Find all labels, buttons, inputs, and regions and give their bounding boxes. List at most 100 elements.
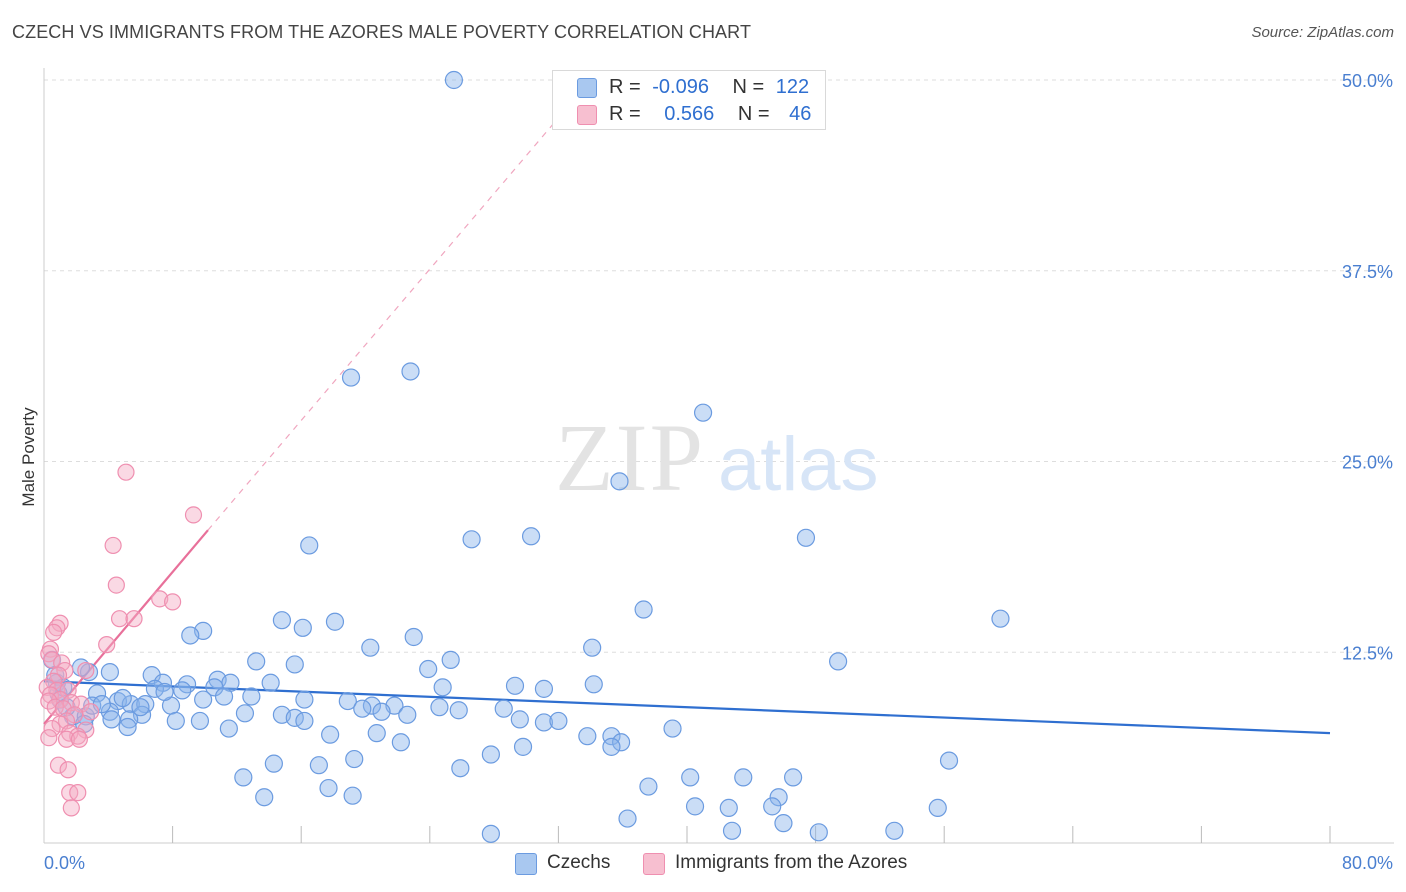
legend-swatch-czech bbox=[577, 78, 597, 98]
azores-point bbox=[45, 623, 63, 642]
czech-point bbox=[681, 768, 700, 787]
czech-point bbox=[341, 368, 361, 387]
legend-n-label: N = bbox=[737, 103, 770, 125]
azores-point bbox=[51, 614, 69, 632]
czech-point bbox=[295, 711, 314, 731]
czech-point bbox=[639, 777, 658, 796]
czech-point bbox=[391, 733, 410, 752]
czech-point bbox=[235, 704, 255, 723]
czech-point bbox=[113, 688, 132, 708]
czech-point bbox=[247, 652, 266, 671]
czech-point bbox=[796, 528, 816, 547]
source-note: Source: ZipAtlas.com bbox=[1251, 24, 1394, 41]
czech-point bbox=[155, 682, 174, 702]
watermark: ZIP atlas bbox=[555, 404, 879, 511]
czech-point bbox=[361, 638, 380, 657]
azores-trend-extension bbox=[207, 79, 592, 531]
czech-point bbox=[549, 711, 568, 731]
czech-point bbox=[293, 618, 312, 637]
bottom-legend-swatch-czechs bbox=[515, 853, 537, 875]
azores-point bbox=[59, 761, 77, 779]
czech-point bbox=[319, 778, 338, 798]
czech-point bbox=[663, 719, 682, 738]
azores-point bbox=[164, 593, 182, 611]
azores-point bbox=[82, 703, 100, 721]
legend-r-label: R = bbox=[609, 76, 641, 98]
czech-point bbox=[131, 698, 150, 717]
czech-point bbox=[419, 659, 438, 679]
azores-trend-line bbox=[43, 529, 209, 725]
czech-point bbox=[214, 687, 234, 706]
bottom-legend-label-azores: Immigrants from the Azores bbox=[675, 852, 908, 873]
czech-point bbox=[345, 749, 364, 769]
azores-point bbox=[45, 672, 63, 690]
czech-point bbox=[939, 751, 959, 770]
czech-point bbox=[693, 403, 713, 422]
czech-point bbox=[481, 745, 500, 764]
czech-point bbox=[829, 652, 848, 671]
czech-point bbox=[321, 725, 340, 744]
czech-point bbox=[309, 756, 328, 775]
czech-point bbox=[194, 690, 213, 709]
legend-r-value: 0.566 bbox=[664, 103, 715, 125]
czech-point bbox=[583, 638, 602, 657]
azores-point bbox=[104, 536, 122, 555]
azores-point bbox=[107, 576, 125, 594]
czech-point bbox=[634, 600, 653, 619]
czech-point bbox=[610, 472, 629, 491]
azores-point bbox=[62, 799, 80, 817]
czech-point bbox=[261, 673, 280, 692]
czech-point bbox=[190, 711, 210, 731]
czech-point bbox=[173, 681, 192, 700]
azores-point bbox=[98, 636, 116, 654]
y-tick-label: 12.5% bbox=[1342, 643, 1393, 663]
azores-point bbox=[77, 661, 95, 680]
czech-point bbox=[809, 823, 828, 842]
azores-point bbox=[43, 651, 61, 669]
czech-point bbox=[102, 710, 121, 729]
czech-point bbox=[118, 717, 137, 737]
x-tick-label: 80.0% bbox=[1342, 853, 1393, 873]
czech-point bbox=[534, 679, 554, 698]
czech-point bbox=[991, 609, 1010, 628]
czech-point bbox=[120, 710, 139, 729]
czech-point bbox=[205, 678, 224, 697]
czech-point bbox=[611, 733, 631, 752]
czech-point bbox=[521, 527, 541, 546]
czech-point bbox=[353, 699, 372, 718]
legend-n-value: 122 bbox=[775, 76, 810, 98]
azores-points bbox=[38, 463, 203, 817]
y-axis-label: Male Poverty bbox=[19, 407, 38, 507]
czech-point bbox=[338, 691, 357, 711]
azores-point bbox=[40, 692, 58, 710]
czech-point bbox=[372, 702, 391, 721]
azores-point bbox=[70, 730, 88, 748]
azores-point bbox=[43, 719, 61, 738]
czech-point bbox=[441, 650, 460, 669]
azores-point bbox=[110, 610, 129, 628]
bottom-legend-label-czechs: Czechs bbox=[547, 852, 611, 873]
czech-point bbox=[774, 814, 793, 833]
czech-point bbox=[722, 821, 742, 840]
czech-point bbox=[444, 70, 464, 90]
azores-point bbox=[117, 463, 135, 481]
watermark-zip: ZIP bbox=[555, 404, 705, 511]
czech-point bbox=[367, 724, 386, 743]
czech-point bbox=[343, 786, 362, 805]
azores-trend bbox=[43, 79, 592, 725]
czech-point bbox=[885, 821, 904, 840]
czech-point bbox=[481, 824, 500, 843]
czech-point bbox=[100, 662, 120, 682]
czech-trend-line bbox=[43, 680, 1331, 735]
czech-point bbox=[398, 705, 417, 724]
czech-point bbox=[602, 737, 621, 756]
czech-point bbox=[769, 788, 788, 807]
czech-point bbox=[451, 759, 470, 778]
czech-point bbox=[404, 627, 423, 647]
legend-r-value: -0.096 bbox=[652, 76, 709, 98]
legend-n-label: N = bbox=[732, 76, 765, 98]
azores-point bbox=[69, 784, 87, 802]
tick-labels: 12.5% 25.0% 37.5% 50.0% 0.0% 80.0% bbox=[44, 71, 1393, 873]
chart-title: CZECH VS IMMIGRANTS FROM THE AZORES MALE… bbox=[12, 22, 752, 42]
